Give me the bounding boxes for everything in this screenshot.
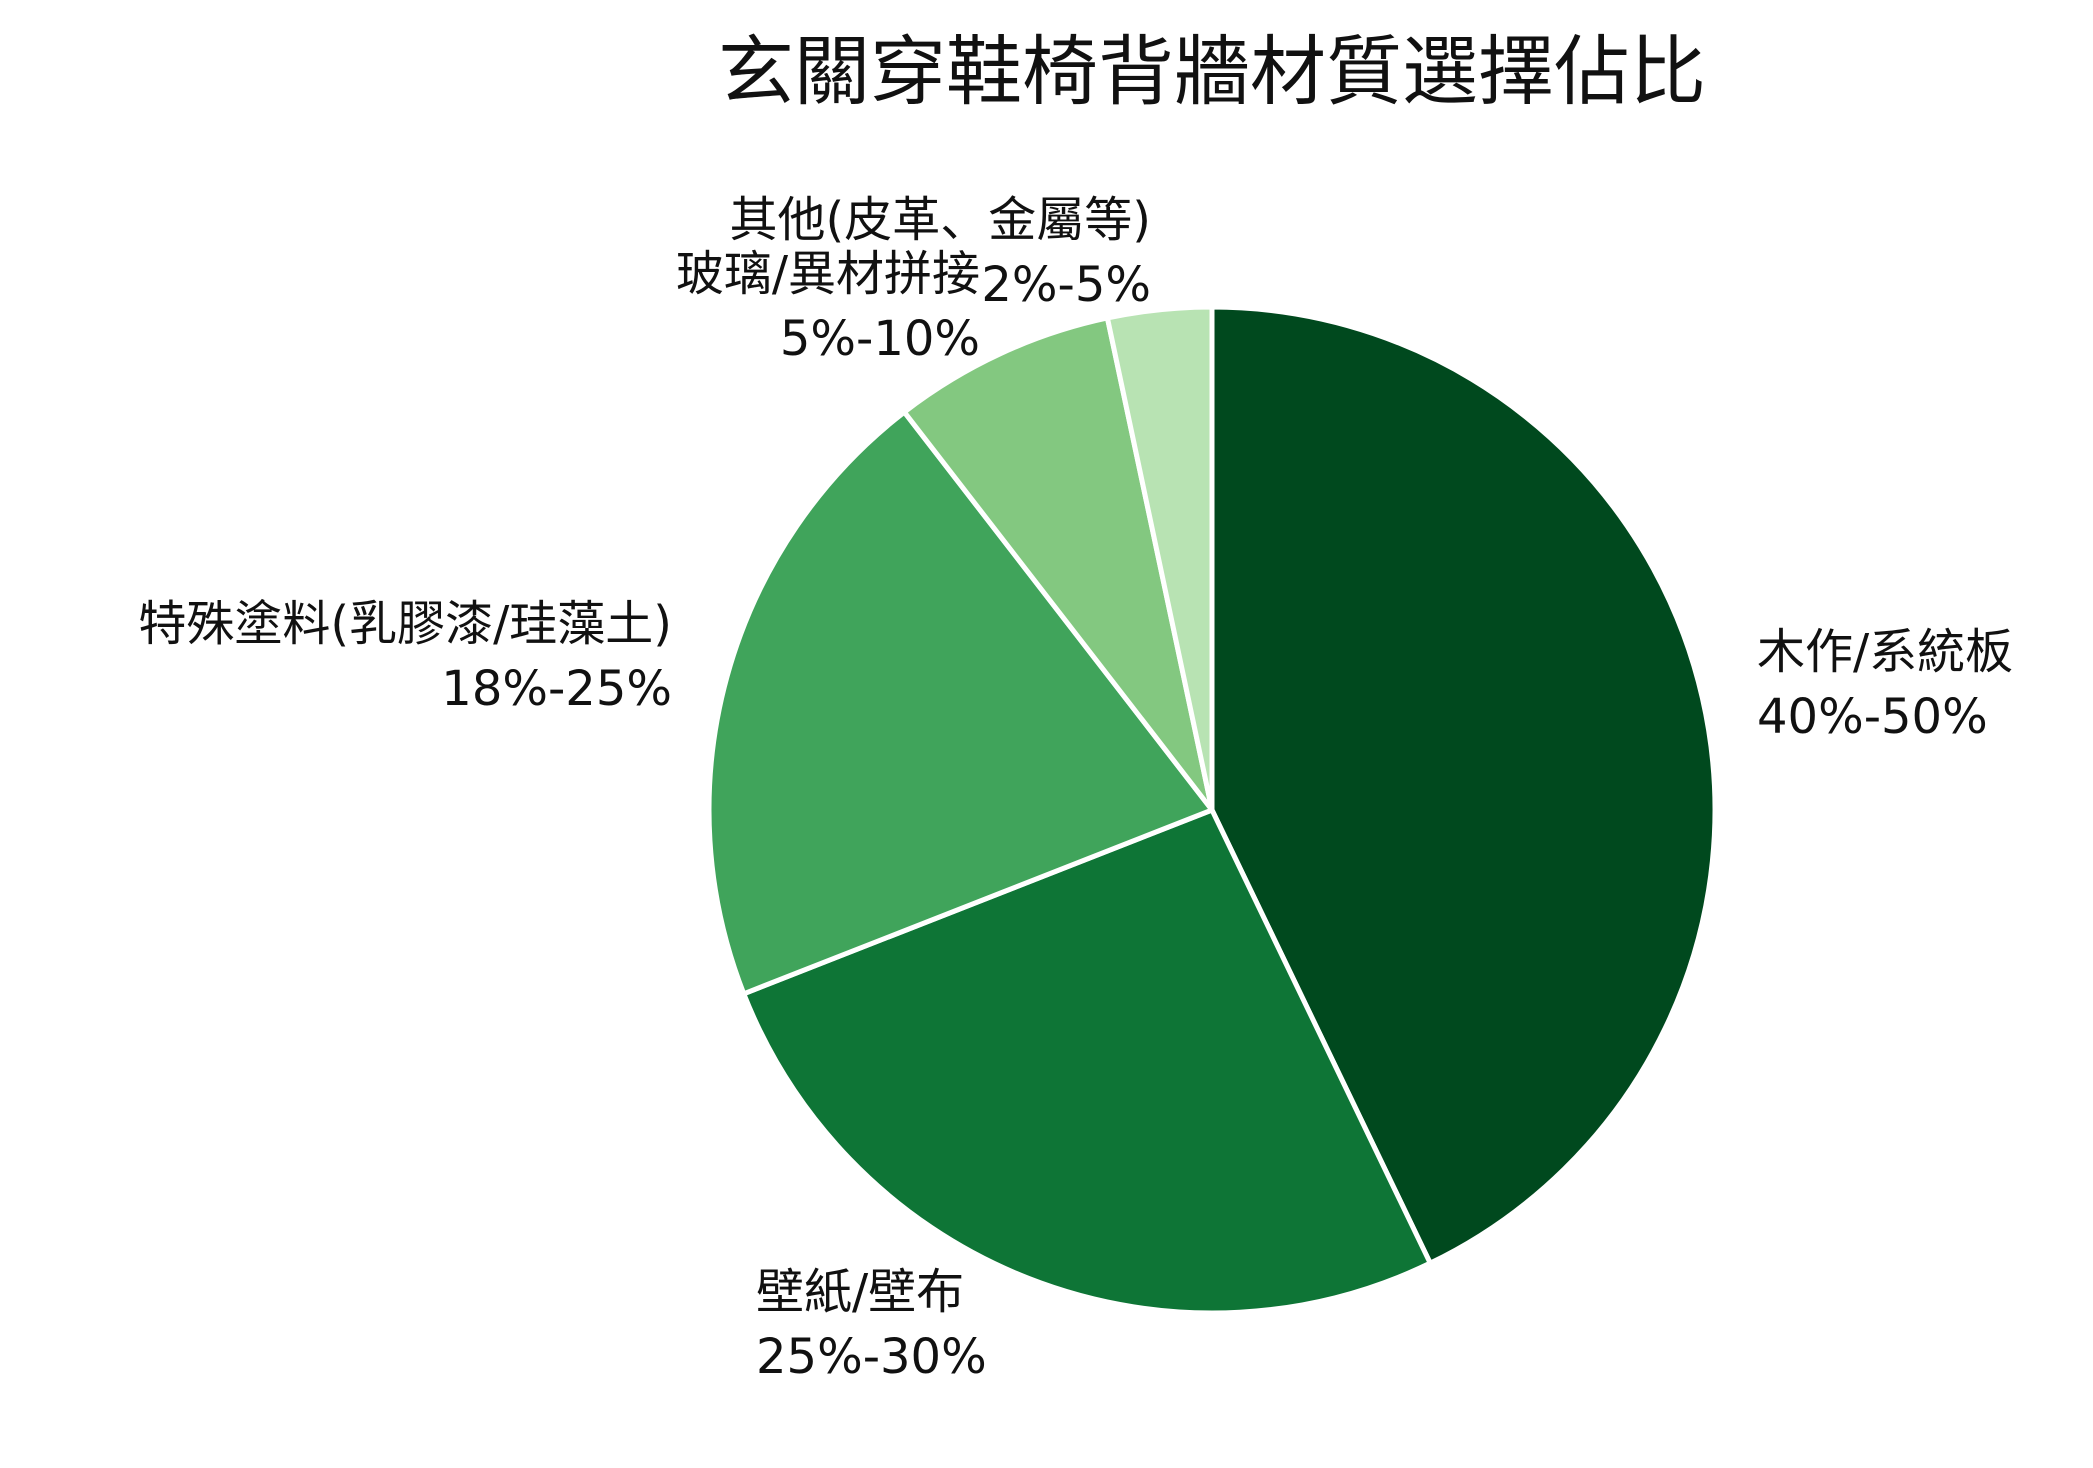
slice-label: 壁紙/壁布 25%-30% <box>756 1264 987 1385</box>
pie-slice <box>741 807 1433 1316</box>
slice-label-value: 25%-30% <box>756 1329 987 1385</box>
slice-labels: 木作/系統板 40%-50% 壁紙/壁布 25%-30% 特殊塗料(乳膠漆/珪藻土) 18… <box>138 192 2013 1385</box>
slice-label-name: 木作/系統板 <box>1757 624 2013 680</box>
pie-slice <box>1209 304 1718 1266</box>
slice-label: 木作/系統板 40%-50% <box>1757 624 2013 745</box>
slice-label: 特殊塗料(乳膠漆/珪藻土) 18%-25% <box>138 596 672 717</box>
slice-label-value: 5%-10% <box>780 311 980 367</box>
pie-slices <box>706 304 1718 1316</box>
slice-label-name: 玻璃/異材拼接 <box>676 246 980 302</box>
slice-label: 玻璃/異材拼接 5%-10% <box>676 246 980 367</box>
slice-label-name: 壁紙/壁布 <box>756 1264 964 1320</box>
pie-slice <box>706 409 1215 997</box>
pie-slice <box>901 315 1215 813</box>
pie-slice <box>1104 304 1215 813</box>
chart-title: 玄關穿鞋椅背牆材質選擇佔比 <box>718 27 1706 116</box>
slice-label-value: 40%-50% <box>1757 689 1988 745</box>
slice-label: 其他(皮革、金屬等) 2%-5% <box>730 192 1151 313</box>
slice-label-name: 其他(皮革、金屬等) <box>730 192 1151 248</box>
slice-label-name: 特殊塗料(乳膠漆/珪藻土) <box>138 596 672 652</box>
slice-label-value: 18%-25% <box>441 661 672 717</box>
slice-label-value: 2%-5% <box>981 257 1151 313</box>
